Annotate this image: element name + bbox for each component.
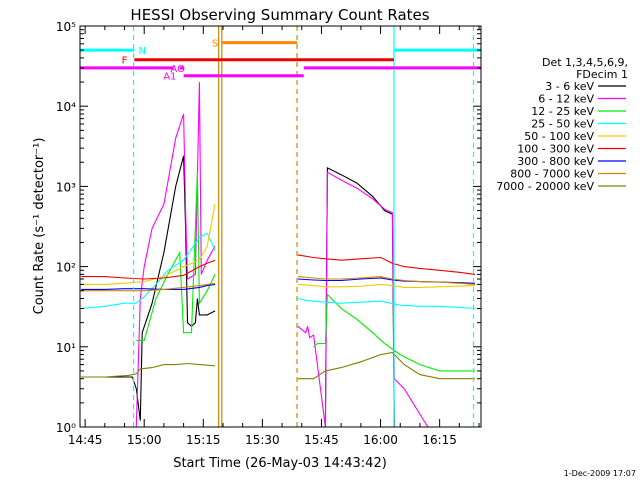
y-tick-label-2: 10² — [56, 261, 76, 275]
legend-entry-6: 300 - 800 keV — [517, 155, 594, 168]
legend-header-1: FDecim 1 — [576, 68, 628, 81]
legend-entry-7: 800 - 7000 keV — [510, 168, 594, 181]
plot-frame — [79, 25, 482, 428]
series-line-1-segment-0 — [81, 82, 216, 428]
chart-title: HESSI Observing Summary Count Rates — [130, 6, 429, 24]
x-tick-label-5: 16:00 — [363, 433, 398, 447]
y-tick-label-4: 10⁴ — [56, 100, 76, 114]
legend-entry-1: 6 - 12 keV — [538, 93, 594, 106]
flag-label-n: N — [138, 46, 145, 57]
x-tick-label-4: 15:45 — [304, 433, 339, 447]
flag-label-ao: AO — [170, 64, 185, 75]
series-line-4-segment-0 — [81, 204, 216, 285]
series-line-5-segment-1 — [297, 254, 476, 275]
series-line-7-segment-1 — [297, 276, 476, 285]
series-line-8-segment-1 — [297, 351, 476, 380]
footer-date: 1-Dec-2009 17:07 — [564, 469, 636, 478]
series-line-2-segment-1 — [313, 293, 476, 372]
series-line-2-segment-0 — [136, 172, 216, 341]
legend-header-0: Det 1,3,4,5,6,9, — [542, 56, 628, 69]
legend-entry-5: 100 - 300 keV — [517, 143, 594, 156]
flag-label-s: S — [212, 39, 218, 50]
series-line-6-segment-0 — [81, 283, 216, 290]
series-line-1-segment-1 — [297, 171, 429, 428]
x-tick-label-6: 16:15 — [422, 433, 457, 447]
x-axis-label: Start Time (26-May-03 14:43:42) — [173, 456, 387, 471]
series-line-8-segment-0 — [81, 362, 216, 378]
series-line-7-segment-0 — [81, 282, 216, 292]
y-tick-label-5: 10⁵ — [56, 20, 76, 34]
series-line-3-segment-1 — [297, 297, 476, 310]
y-axis-label: Count Rate (s⁻¹ detector⁻¹) — [32, 138, 47, 315]
flag-label-f: F — [122, 56, 128, 67]
x-tick-label-1: 15:00 — [127, 433, 162, 447]
plot-lines — [81, 82, 476, 428]
axes: 14:45 15:00 15:15 15:30 15:45 16:00 16:15 10⁰ 10… — [56, 20, 481, 447]
series-line-0-segment-0 — [81, 155, 216, 421]
series-line-3-segment-0 — [81, 232, 216, 310]
flag-label-a1: A1 — [163, 72, 176, 83]
y-tick-label-1: 10¹ — [56, 341, 76, 355]
x-tick-label-0: 14:45 — [68, 433, 103, 447]
legend-entry-3: 25 - 50 keV — [531, 118, 594, 131]
series-line-5-segment-0 — [81, 259, 216, 280]
legend-entry-8: 7000 - 20000 keV — [496, 180, 594, 193]
legend-entry-0: 3 - 6 keV — [545, 80, 594, 93]
x-tick-label-2: 15:15 — [186, 433, 221, 447]
legend-entry-4: 50 - 100 keV — [524, 130, 594, 143]
y-tick-label-0: 10⁰ — [56, 421, 76, 435]
series-line-4-segment-1 — [297, 283, 476, 288]
x-tick-label-3: 15:30 — [245, 433, 280, 447]
legend-entry-2: 12 - 25 keV — [531, 105, 594, 118]
y-tick-label-3: 10³ — [56, 180, 76, 194]
